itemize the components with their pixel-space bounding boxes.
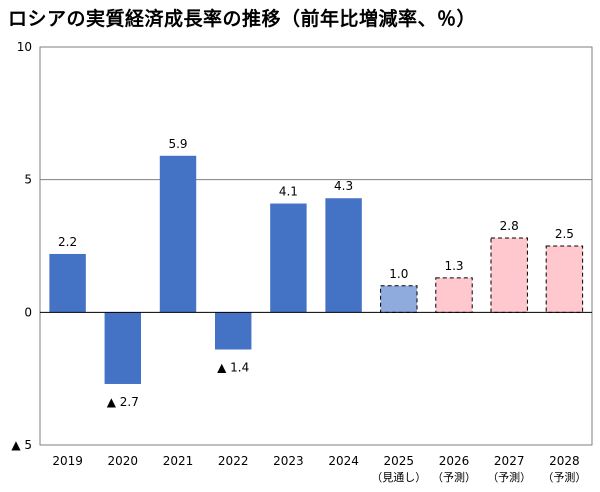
data-label-2028: 2.5 <box>555 227 574 241</box>
x-tick-label: 2023 <box>273 454 304 468</box>
bar-2023 <box>270 203 307 313</box>
x-tick-label: 2027 <box>494 454 525 468</box>
y-axis-ticks: 10 5 0 ▲ 5 <box>11 40 32 452</box>
bar-2019 <box>49 253 86 313</box>
x-tick-label: 2022 <box>218 454 249 468</box>
data-label-2027: 2.8 <box>500 219 519 233</box>
data-label-2026: 1.3 <box>444 259 463 273</box>
y-tick-label: ▲ 5 <box>11 438 32 452</box>
data-labels: 2.2 ▲ 2.7 5.9 ▲ 1.4 4.1 4.3 1.0 1.3 2.8 2.5 <box>58 137 574 409</box>
x-axis-labels: 2019 2020 2021 2022 2023 2024 2025 （見通し） 2026 （予測… <box>52 454 586 484</box>
y-tick-label: 0 <box>24 305 32 319</box>
y-tick-label: 10 <box>17 40 32 54</box>
x-tick-label: 2024 <box>328 454 359 468</box>
data-label-2020: ▲ 2.7 <box>107 395 139 409</box>
x-tick-label: 2019 <box>52 454 83 468</box>
data-label-2022: ▲ 1.4 <box>217 360 249 374</box>
x-tick-label: 2026 <box>439 454 470 468</box>
bar-2028 <box>545 245 584 313</box>
x-tick-label: 2028 <box>549 454 580 468</box>
x-tick-note: （見通し） <box>371 471 426 484</box>
data-label-2019: 2.2 <box>58 235 77 249</box>
plot-area-frame <box>39 46 593 446</box>
bar-2026 <box>435 277 473 313</box>
x-tick-label: 2020 <box>108 454 139 468</box>
bars <box>49 155 584 384</box>
data-label-2023: 4.1 <box>279 185 298 199</box>
data-label-2025: 1.0 <box>389 267 408 281</box>
x-tick-note: （予測） <box>432 470 476 484</box>
chart-title: ロシアの実質経済成長率の推移（前年比増減率、％） <box>8 8 477 30</box>
bar-2020 <box>104 312 142 384</box>
data-label-2021: 5.9 <box>168 137 187 151</box>
x-tick-note: （予測） <box>487 470 531 484</box>
bar-2027 <box>490 237 528 313</box>
bar-2021 <box>159 155 197 313</box>
bar-2022 <box>214 312 252 350</box>
bar-2024 <box>325 198 362 313</box>
data-label-2024: 4.3 <box>334 179 353 193</box>
bar-2025 <box>380 285 418 313</box>
x-tick-label: 2025 <box>384 454 415 468</box>
y-tick-label: 5 <box>24 173 32 187</box>
x-tick-note: （予測） <box>542 470 586 484</box>
x-tick-label: 2021 <box>163 454 194 468</box>
